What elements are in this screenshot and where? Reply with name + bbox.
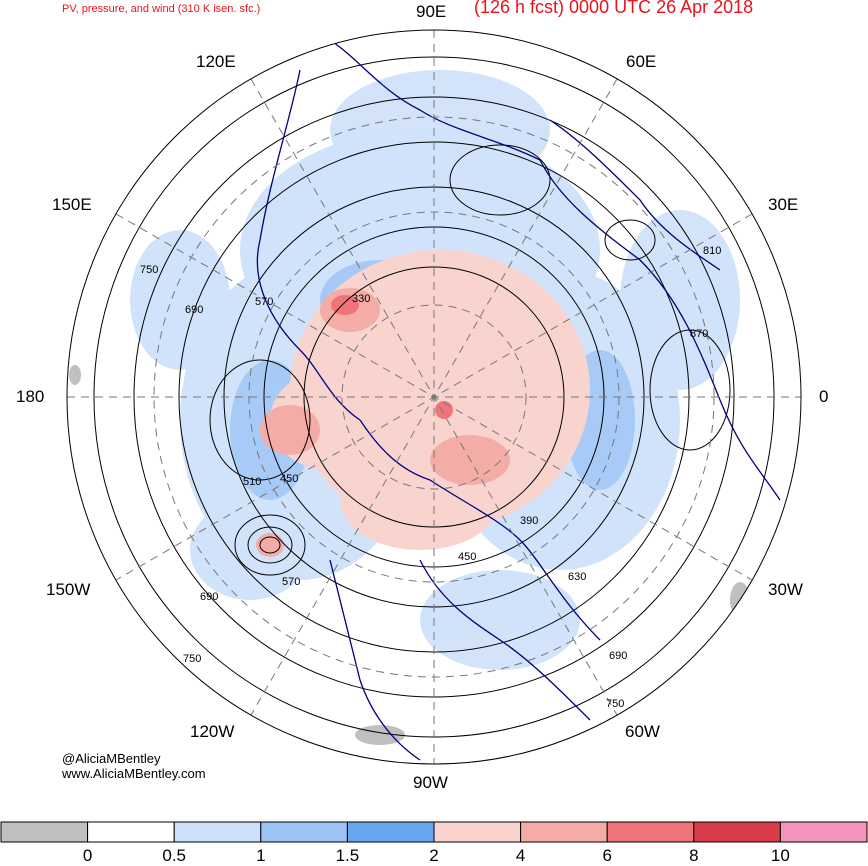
colorbar xyxy=(0,821,868,843)
colorbar-swatch xyxy=(260,821,348,843)
colorbar-swatch xyxy=(433,821,522,843)
contour-label-group: 750 690 570 510 450 330 630 810 870 390 … xyxy=(140,245,721,710)
coastlines xyxy=(256,39,781,761)
colorbar-tick-label: 1 xyxy=(256,846,266,865)
lon-label-0: 0 xyxy=(819,387,829,406)
contour-label: 630 xyxy=(568,571,586,583)
contour-label: 690 xyxy=(200,591,218,603)
map-boundary xyxy=(66,29,802,765)
colorbar-swatch xyxy=(606,821,695,843)
contour-label: 750 xyxy=(606,698,624,710)
colorbar-tick-label: 10 xyxy=(770,846,790,865)
colorbar-tick-label: 0 xyxy=(82,846,93,865)
colorbar-swatch xyxy=(0,821,89,843)
lon-label-180: 180 xyxy=(16,387,45,406)
contour-label: 690 xyxy=(185,304,203,316)
credit-website: www.AliciaMBentley.com xyxy=(62,766,206,781)
map-field xyxy=(67,30,801,764)
graticule xyxy=(67,30,801,764)
lon-label-30e: 30E xyxy=(768,195,799,214)
colorbar-swatch xyxy=(173,821,262,843)
map-title-left: PV, pressure, and wind (310 K isen. sfc.… xyxy=(62,3,261,15)
lon-label-120e: 120E xyxy=(196,52,236,71)
colorbar-tick-label: 2 xyxy=(429,846,439,865)
contour-label: 570 xyxy=(255,296,273,308)
contour-label: 570 xyxy=(282,576,300,588)
contour-label: 690 xyxy=(609,650,627,662)
contour-label: 390 xyxy=(520,515,538,527)
contour-label: 450 xyxy=(280,473,298,485)
contour-label: 870 xyxy=(690,328,708,340)
credit-handle: @AliciaMBentley xyxy=(62,751,161,766)
lon-label-150w: 150W xyxy=(46,580,91,599)
contour-label: 330 xyxy=(352,293,370,305)
colorbar-swatch xyxy=(87,821,175,843)
lon-label-90e: 90E xyxy=(416,2,447,21)
contour-label: 750 xyxy=(140,264,158,276)
contour-label: 750 xyxy=(183,653,201,665)
contour-label: 810 xyxy=(703,245,721,257)
colorbar-tick-label: 8 xyxy=(689,846,699,865)
contour-label: 450 xyxy=(458,551,476,563)
lon-label-90w: 90W xyxy=(413,773,448,792)
lon-label-60e: 60E xyxy=(626,52,657,71)
colorbar-tick-label: 6 xyxy=(602,846,612,865)
lon-label-150e: 150E xyxy=(52,195,92,214)
lon-label-30w: 30W xyxy=(768,580,803,599)
colorbar-swatch xyxy=(520,821,608,843)
colorbar-swatch xyxy=(779,821,868,843)
colorbar-tick-label: 4 xyxy=(515,846,526,865)
lon-label-60w: 60W xyxy=(625,722,660,741)
map-title-right: (126 h fcst) 0000 UTC 26 Apr 2018 xyxy=(474,0,754,17)
colorbar-tick-label: 1.5 xyxy=(335,846,360,865)
lon-label-120w: 120W xyxy=(190,722,235,741)
contour-label: 510 xyxy=(243,476,261,488)
colorbar-tick-label: 0.5 xyxy=(162,846,187,865)
colorbar-swatch xyxy=(346,821,435,843)
colorbar-swatch xyxy=(693,821,781,843)
